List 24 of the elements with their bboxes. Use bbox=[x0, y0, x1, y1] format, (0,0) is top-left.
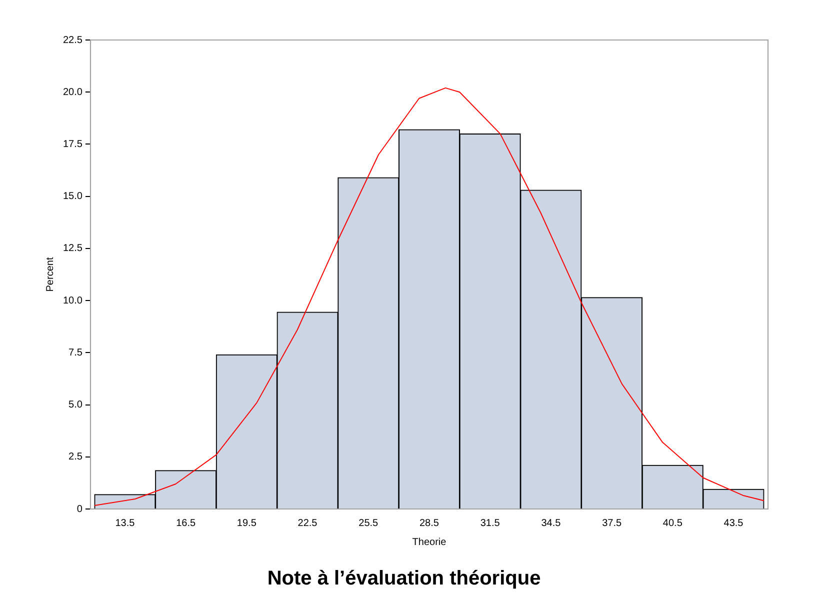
x-tick-label: 19.5 bbox=[236, 518, 257, 529]
x-tick-label: 28.5 bbox=[419, 518, 440, 529]
y-tick-label: 2.5 bbox=[68, 452, 83, 463]
y-tick-label: 15.0 bbox=[62, 191, 83, 202]
x-tick-label: 43.5 bbox=[724, 518, 744, 529]
y-tick-label: 17.5 bbox=[62, 138, 83, 150]
x-tick-label: 16.5 bbox=[176, 518, 196, 529]
x-tick-label: 34.5 bbox=[541, 518, 562, 529]
x-tick-label: 31.5 bbox=[480, 518, 500, 529]
y-tick-label: 0 bbox=[76, 504, 83, 515]
text: Note à l’évaluation théorique bbox=[267, 568, 541, 590]
x-tick-label: 13.5 bbox=[115, 518, 136, 529]
x-tick-label: 37.5 bbox=[602, 518, 622, 529]
x-tick-label: 22.5 bbox=[298, 518, 318, 529]
y-tick-label: 12.5 bbox=[62, 243, 83, 254]
y-axis-title: Percent bbox=[44, 257, 56, 292]
x-tick-label: 25.5 bbox=[358, 518, 379, 529]
y-tick-label: 10.0 bbox=[62, 295, 83, 306]
x-axis-title: Theorie bbox=[412, 536, 447, 548]
y-tick-label: 5.0 bbox=[68, 400, 83, 411]
y-tick-label: 7.5 bbox=[68, 347, 83, 358]
x-tick-label: 40.5 bbox=[662, 518, 683, 529]
y-tick-label: 20.0 bbox=[62, 86, 83, 98]
y-tick-label: 22.5 bbox=[62, 34, 83, 46]
